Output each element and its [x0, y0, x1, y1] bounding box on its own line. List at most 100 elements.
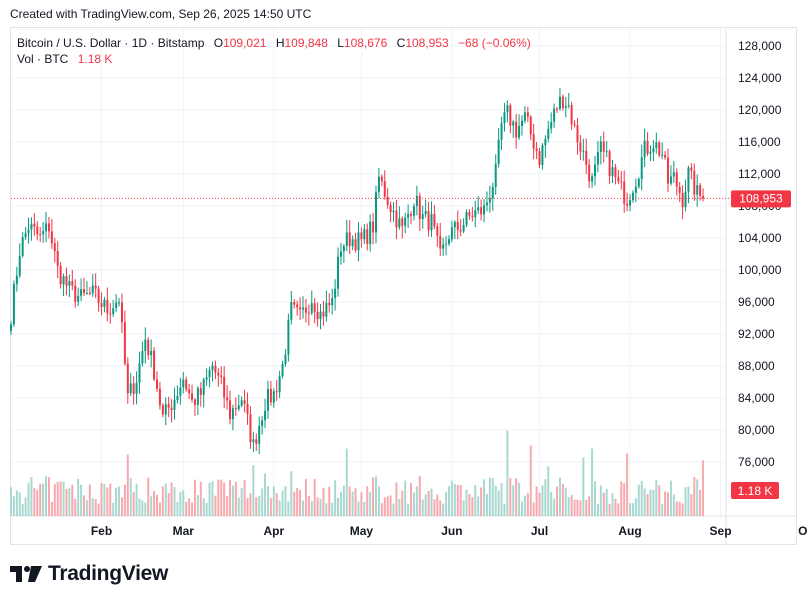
- time-axis: Feb Mar Apr May Jun Jul Aug Sep Oct: [91, 524, 807, 538]
- candle-body: [10, 324, 12, 331]
- volume-bar: [646, 493, 649, 516]
- price-tick-label: 80,000: [738, 423, 775, 437]
- volume-bar: [655, 480, 658, 516]
- candle-body: [164, 404, 167, 415]
- candle-body: [243, 400, 246, 404]
- low-value: 108,676: [343, 36, 388, 50]
- volume-bar: [191, 502, 194, 516]
- volume-bar: [293, 491, 296, 516]
- volume-bar: [395, 482, 398, 516]
- volume-bar: [290, 471, 293, 516]
- candle-body: [646, 140, 649, 154]
- candle-body: [512, 121, 515, 126]
- volume-bar: [47, 477, 50, 516]
- close-value: 108,953: [405, 36, 449, 50]
- volume-bar: [39, 483, 42, 516]
- candle-body: [532, 134, 535, 149]
- candle-body: [617, 177, 620, 182]
- candle-body: [669, 176, 672, 184]
- candle-body: [629, 200, 632, 206]
- volume-bar: [65, 488, 68, 516]
- tradingview-brand[interactable]: TradingView: [10, 562, 168, 586]
- volume-bar: [50, 501, 53, 516]
- candle-body: [415, 195, 418, 207]
- volume-bar: [83, 495, 85, 516]
- candle-body: [123, 322, 126, 364]
- symbol-description[interactable]: Bitcoin / U.S. Dollar · 1D · Bitstamp: [17, 36, 205, 50]
- volume-bar: [88, 484, 91, 516]
- volume-bar: [307, 495, 310, 516]
- candle-body: [193, 399, 196, 405]
- volume-bar: [345, 448, 348, 516]
- legend-row-price: Bitcoin / U.S. Dollar · 1D · Bitstamp O1…: [17, 35, 531, 51]
- candle-body: [240, 400, 243, 406]
- candle-body: [509, 105, 512, 126]
- candle-body: [561, 96, 564, 108]
- volume-badge: 1.18 K: [731, 482, 779, 499]
- candle-body: [588, 164, 591, 182]
- volume-bar: [21, 503, 24, 516]
- volume-bar: [418, 476, 421, 516]
- volume-bar: [126, 454, 129, 516]
- candle-body: [567, 105, 570, 107]
- volume-bar: [255, 497, 258, 516]
- candle-body: [345, 232, 348, 246]
- candle-body: [608, 151, 611, 176]
- candle-body: [485, 202, 488, 206]
- candle-body: [585, 150, 588, 165]
- candle-body: [264, 410, 267, 421]
- candle-body: [208, 370, 211, 378]
- candle-body: [576, 125, 579, 143]
- volume-bar: [526, 493, 529, 516]
- price-tick-label: 124,000: [738, 71, 782, 85]
- volume-bar: [497, 490, 500, 516]
- candle-body: [427, 211, 430, 231]
- candle-body: [100, 303, 103, 308]
- volume-bar: [264, 473, 267, 516]
- candle-body: [599, 141, 602, 153]
- candle-body: [147, 339, 150, 356]
- volume-series-label[interactable]: Vol · BTC: [17, 52, 69, 66]
- time-tick-label: Feb: [91, 524, 112, 538]
- candle-body: [655, 142, 658, 149]
- volume-bar: [80, 484, 83, 516]
- time-tick-label: Apr: [263, 524, 284, 538]
- candle-body: [605, 151, 608, 153]
- candle-body: [325, 302, 328, 317]
- volume-bar: [24, 497, 27, 516]
- volume-bar: [150, 496, 153, 516]
- change-value: −68 (−0.06%): [458, 36, 531, 50]
- candle-body: [258, 425, 261, 444]
- price-tick-label: 76,000: [738, 455, 775, 469]
- candle-body: [678, 186, 681, 194]
- candle-body: [468, 211, 471, 216]
- volume-bar: [599, 485, 602, 516]
- volume-bar: [193, 479, 196, 516]
- volume-bar: [339, 491, 342, 516]
- candle-body: [611, 167, 614, 176]
- candle-body: [570, 105, 573, 125]
- candle-body: [299, 307, 302, 310]
- volume-bar: [392, 503, 395, 516]
- volume-bar: [179, 491, 182, 516]
- candle-body: [418, 195, 421, 220]
- volume-bar: [424, 494, 427, 516]
- candle-body: [199, 388, 202, 395]
- volume-bar: [445, 491, 448, 516]
- candle-body: [170, 407, 173, 410]
- candle-body: [304, 307, 307, 313]
- volume-bar: [331, 502, 334, 516]
- volume-bar: [485, 493, 488, 516]
- chart-frame[interactable]: [10, 27, 797, 545]
- volume-bar: [68, 488, 71, 516]
- volume-bar: [284, 486, 287, 516]
- candle-body: [138, 363, 141, 383]
- volume-bar: [261, 488, 264, 516]
- candle-body: [150, 350, 153, 356]
- candle-body: [59, 265, 62, 285]
- candle-body: [453, 222, 456, 228]
- candle-body: [687, 167, 690, 192]
- candle-body: [526, 112, 529, 117]
- volume-bar: [147, 477, 150, 516]
